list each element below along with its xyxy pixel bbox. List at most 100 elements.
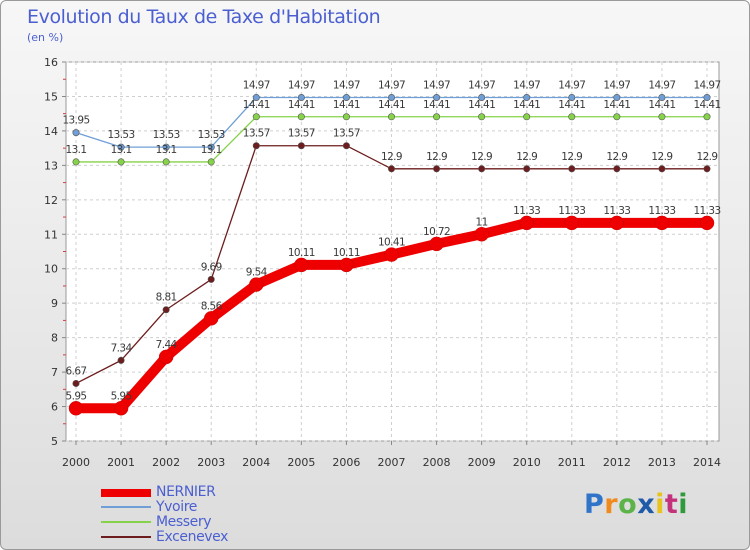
data-label-yvoire: 13.95 [62,115,89,127]
data-point-yvoire [568,93,576,101]
data-point-excenevex [387,165,395,173]
data-label-excenevex: 12.9 [561,151,582,163]
legend-label: Messery [156,514,212,530]
logo-letter: o [618,489,638,520]
data-point-yvoire [162,143,170,151]
data-point-excenevex [568,165,576,173]
data-point-excenevex [252,142,260,150]
data-point-messery [162,158,170,166]
data-label-excenevex: 12.9 [651,151,672,163]
data-label-messery: 14.41 [558,99,585,111]
data-label-yvoire: 13.53 [198,129,225,141]
data-label-yvoire: 14.97 [513,79,540,91]
data-point-nernier [474,227,489,242]
x-tick-label: 2008 [423,456,451,469]
data-point-excenevex [433,165,441,173]
data-label-excenevex: 12.9 [606,151,627,163]
data-point-yvoire [297,93,305,101]
x-tick-label: 2010 [513,456,541,469]
x-tick-label: 2005 [287,456,315,469]
data-label-yvoire: 14.97 [423,79,450,91]
data-label-excenevex: 6.67 [66,365,87,377]
data-label-excenevex: 8.81 [156,292,177,304]
x-tick-label: 2003 [197,456,225,469]
data-point-messery [72,158,80,166]
data-point-yvoire [342,93,350,101]
data-label-nernier: 11.33 [558,205,585,217]
logo-letter: i [678,489,689,520]
data-point-excenevex [658,165,666,173]
data-point-messery [297,113,305,121]
data-point-messery [252,113,260,121]
data-point-messery [523,113,531,121]
data-label-yvoire: 13.53 [153,129,180,141]
y-tick-label: 8 [51,332,58,345]
data-point-messery [342,113,350,121]
data-label-nernier: 5.95 [66,390,87,402]
data-label-messery: 13.1 [201,144,222,156]
data-label-excenevex: 12.9 [697,151,718,163]
data-point-excenevex [207,275,215,283]
x-tick-label: 2004 [242,456,270,469]
data-point-yvoire [207,143,215,151]
data-label-messery: 14.41 [378,99,405,111]
data-label-nernier: 9.54 [246,267,268,279]
legend-item-yvoire: Yvoire [101,499,301,515]
data-label-messery: 14.41 [243,99,270,111]
legend-item-nernier: NERNIER [101,484,301,500]
data-point-nernier [654,215,670,231]
data-point-nernier [158,349,174,365]
data-label-messery: 13.1 [156,144,177,156]
data-point-excenevex [117,356,125,364]
data-label-nernier: 11.33 [513,205,540,217]
data-label-messery: 14.41 [693,99,720,111]
data-point-nernier [564,215,580,231]
data-label-excenevex: 13.57 [333,128,360,140]
x-tick-label: 2000 [62,456,90,469]
data-label-yvoire: 14.97 [693,79,720,91]
data-point-yvoire [523,93,531,101]
data-point-nernier [429,236,444,252]
y-tick-label: 6 [51,401,58,414]
data-label-messery: 14.41 [468,99,495,111]
data-point-yvoire [387,93,395,101]
data-label-nernier: 11.33 [693,205,720,217]
data-point-yvoire [703,93,711,101]
data-point-yvoire [72,129,80,137]
data-point-messery [117,158,125,166]
data-point-nernier [384,247,399,262]
data-point-yvoire [478,93,486,101]
proxiti-logo: Proxiti [584,489,688,520]
x-tick-label: 2007 [378,456,406,469]
y-tick-label: 12 [44,194,58,207]
logo-letter: x [637,489,656,520]
data-point-excenevex [613,165,621,173]
data-point-yvoire [433,93,441,101]
data-label-messery: 13.1 [66,144,87,156]
data-point-excenevex [523,165,531,173]
data-point-excenevex [162,306,170,314]
data-label-nernier: 10.41 [378,237,405,249]
x-tick-label: 2013 [648,456,676,469]
data-label-nernier: 8.56 [201,300,223,312]
data-label-excenevex: 12.9 [426,151,447,163]
data-label-yvoire: 13.53 [108,129,135,141]
data-label-messery: 13.1 [111,144,132,156]
data-point-messery [207,158,215,166]
y-tick-label: 7 [51,366,58,379]
data-label-messery: 14.41 [648,99,675,111]
data-point-excenevex [72,379,80,387]
legend-swatch [101,489,151,497]
data-point-messery [478,113,486,121]
legend-swatch [101,521,151,523]
data-point-nernier [68,401,84,416]
chart-title: Evolution du Taux de Taxe d'Habitation [27,6,381,28]
data-point-yvoire [252,93,260,101]
data-label-excenevex: 13.57 [288,128,315,140]
data-point-yvoire [613,93,621,101]
data-label-excenevex: 13.57 [243,128,270,140]
data-point-messery [613,113,621,121]
data-label-messery: 14.41 [513,99,540,111]
data-label-nernier: 11.33 [603,205,630,217]
